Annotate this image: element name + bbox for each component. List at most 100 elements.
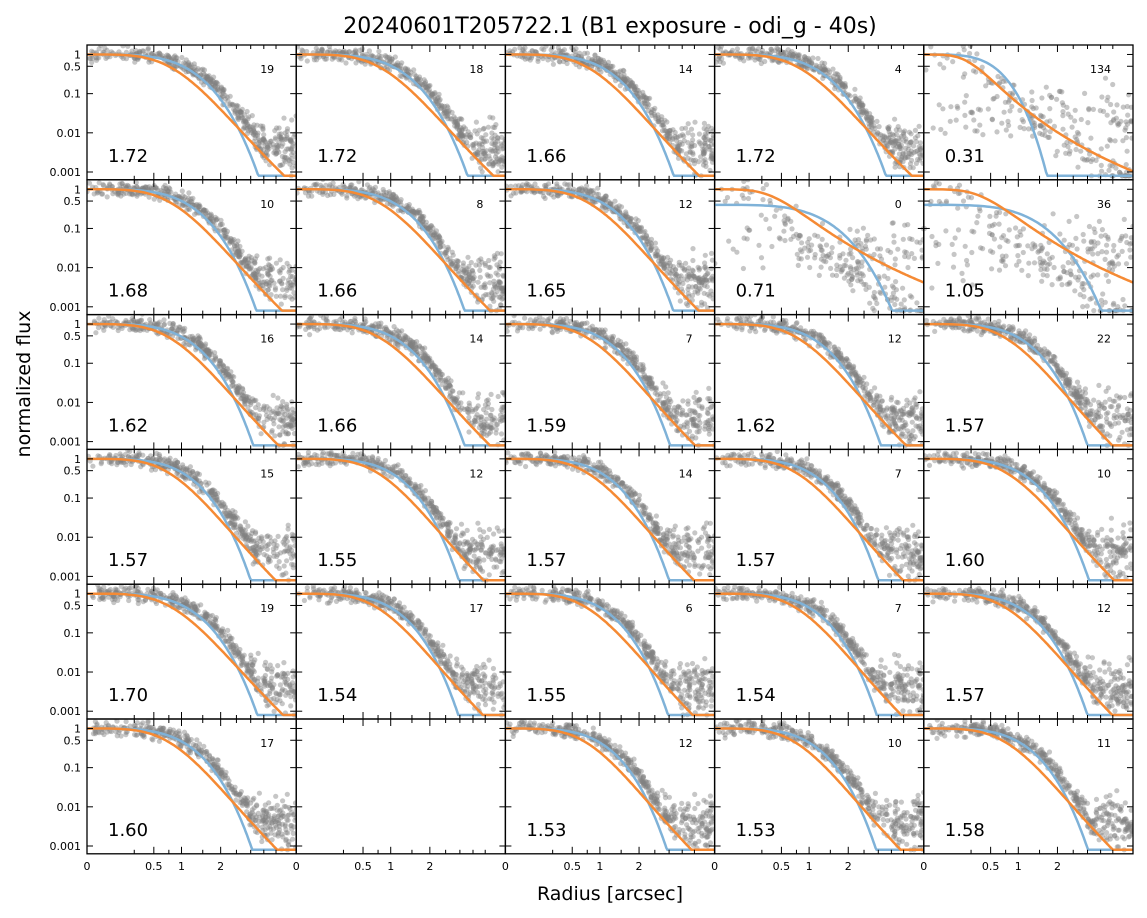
data-point — [696, 159, 702, 165]
data-point — [305, 193, 312, 199]
data-point — [245, 260, 251, 266]
data-point — [277, 432, 283, 438]
data-point — [241, 124, 247, 130]
data-point — [255, 267, 262, 273]
data-point — [751, 173, 756, 178]
data-point — [201, 207, 207, 213]
data-point — [661, 264, 667, 270]
data-point — [869, 115, 875, 121]
data-point — [640, 94, 646, 100]
data-point — [624, 75, 630, 81]
data-point — [260, 282, 266, 289]
data-point — [279, 162, 285, 168]
data-point — [1115, 304, 1121, 310]
data-point — [244, 108, 250, 115]
data-point — [836, 78, 842, 85]
data-point — [641, 94, 648, 100]
data-point — [495, 135, 501, 141]
data-point — [819, 247, 825, 253]
data-point — [263, 412, 270, 418]
data-point — [449, 261, 455, 267]
data-point — [669, 268, 675, 274]
data-point — [806, 236, 812, 242]
data-point — [583, 187, 589, 194]
data-point — [281, 157, 287, 163]
data-point — [1037, 255, 1043, 261]
data-point — [284, 260, 290, 266]
data-point — [326, 45, 332, 50]
data-point — [999, 120, 1005, 126]
data-point — [821, 67, 828, 73]
data-point — [688, 157, 694, 163]
data-point — [647, 239, 654, 245]
data-point — [495, 272, 501, 278]
data-point — [251, 128, 257, 135]
data-point — [246, 265, 252, 271]
data-point — [1119, 248, 1125, 254]
data-point — [499, 134, 505, 140]
data-point — [416, 78, 422, 84]
data-point — [888, 249, 894, 255]
data-point — [451, 114, 457, 120]
data-point — [584, 50, 591, 56]
data-point — [395, 60, 401, 66]
data-point — [429, 91, 435, 97]
data-point — [699, 282, 705, 288]
data-point — [1063, 150, 1069, 156]
data-point — [185, 61, 191, 67]
data-point — [289, 117, 295, 123]
data-point — [482, 261, 488, 267]
data-point — [556, 48, 563, 54]
data-point — [464, 277, 471, 283]
data-point — [129, 48, 135, 54]
data-point — [892, 138, 898, 144]
data-point — [480, 135, 486, 141]
data-point — [282, 155, 288, 161]
data-point — [740, 265, 747, 272]
data-point — [950, 264, 957, 270]
data-point — [1106, 261, 1112, 267]
data-point — [617, 68, 624, 74]
data-point — [204, 73, 210, 79]
data-point — [886, 126, 892, 132]
data-point — [1061, 237, 1067, 243]
data-point — [905, 254, 912, 260]
data-point — [703, 163, 709, 169]
data-point — [562, 181, 568, 187]
data-point — [823, 68, 829, 74]
data-point — [685, 268, 691, 274]
data-point — [197, 334, 203, 340]
data-point — [267, 142, 273, 148]
data-point — [923, 67, 929, 73]
data-point — [588, 188, 594, 194]
data-point — [821, 258, 827, 264]
data-point — [494, 144, 500, 151]
data-point — [207, 79, 213, 85]
data-point — [633, 216, 639, 222]
data-point — [478, 152, 484, 159]
data-point — [474, 152, 480, 158]
data-point — [250, 272, 256, 278]
data-point — [1120, 296, 1126, 303]
data-point — [951, 251, 957, 257]
data-point — [107, 181, 113, 187]
data-point — [929, 233, 935, 240]
data-point — [184, 197, 190, 203]
data-point — [271, 280, 277, 286]
data-point — [486, 257, 492, 264]
data-point — [692, 119, 698, 125]
data-point — [459, 127, 465, 133]
data-point — [449, 249, 455, 255]
data-point — [232, 108, 238, 114]
data-point — [868, 115, 874, 121]
data-point — [821, 66, 827, 72]
data-point — [455, 263, 461, 269]
data-point — [397, 199, 403, 205]
data-point — [434, 99, 440, 105]
data-point — [1095, 251, 1101, 257]
data-point — [448, 261, 454, 267]
data-point — [462, 270, 468, 276]
data-point — [339, 49, 346, 55]
data-point — [804, 57, 810, 63]
data-point — [942, 130, 948, 136]
